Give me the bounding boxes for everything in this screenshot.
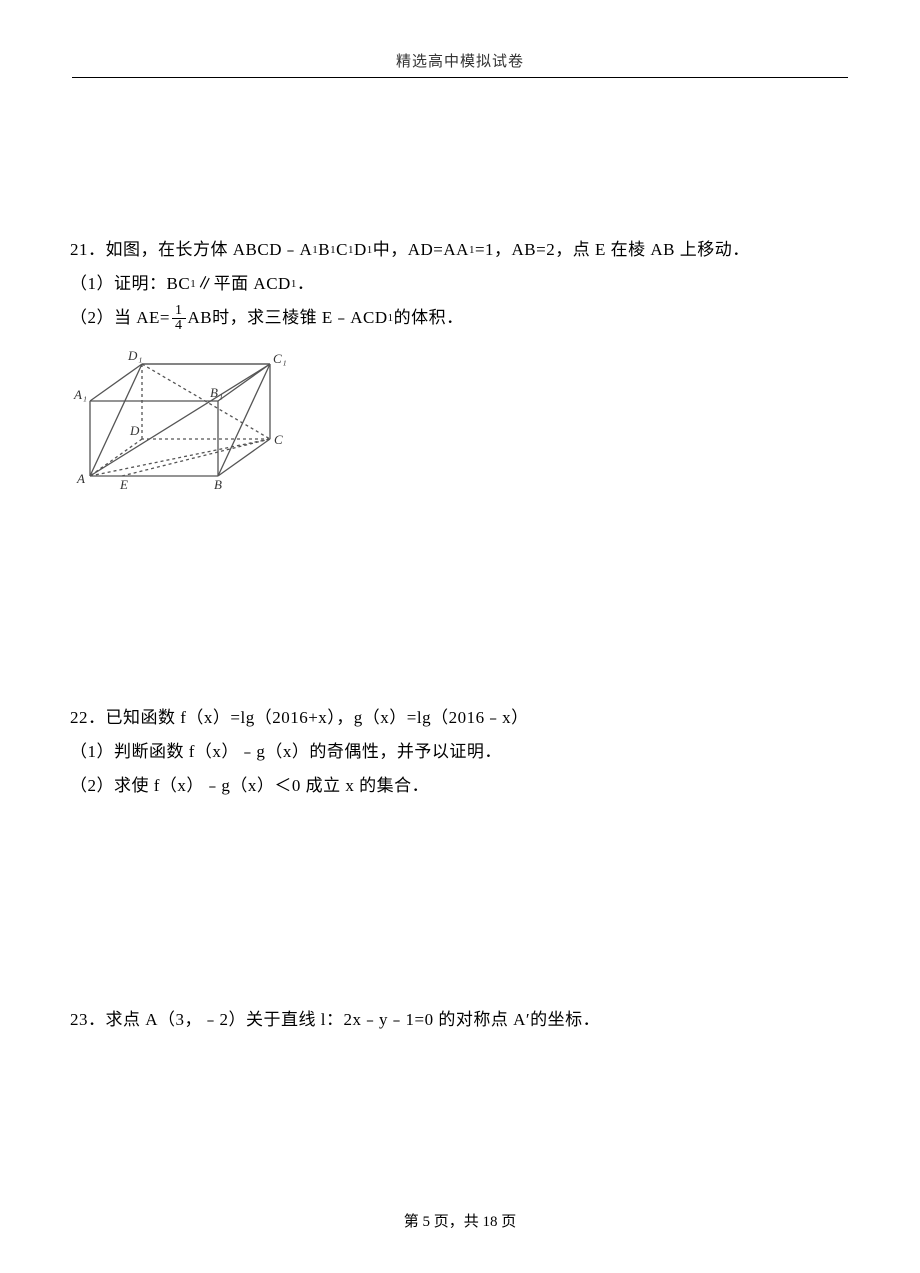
text: C [336, 233, 348, 267]
q21-part1: （1）证明：BC1∥平面 ACD1． [70, 267, 850, 301]
footer-prefix: 第 [404, 1214, 423, 1230]
frac-num: 1 [172, 304, 186, 318]
label-A1: A₁ [73, 387, 87, 402]
label-D1: D₁ [127, 348, 143, 363]
footer-mid: 页，共 [430, 1214, 483, 1230]
text: A [299, 233, 312, 267]
text: （2）求使 f（x）﹣g（x）＜0 成立 x 的集合． [70, 769, 429, 803]
q21-stem: 21．如图，在长方体 ABCD﹣A1B1C1D1 中，AD=AA1=1，AB=2… [70, 233, 850, 267]
header-title: 精选高中模拟试卷 [70, 50, 850, 71]
text: 的体积． [394, 301, 464, 335]
text: （2）当 AE= [70, 301, 170, 335]
label-B: B [214, 477, 222, 489]
text: ACD [350, 301, 387, 335]
q23-stem: 23．求点 A（3，﹣2）关于直线 l：2x﹣y﹣1=0 的对称点 A′的坐标． [70, 1003, 850, 1037]
fraction: 1 4 [172, 304, 186, 333]
text: 中，AD=AA [373, 233, 469, 267]
label-E: E [119, 477, 128, 489]
page-footer: 第 5 页，共 18 页 [0, 1210, 920, 1231]
problem-21: 21．如图，在长方体 ABCD﹣A1B1C1D1 中，AD=AA1=1，AB=2… [70, 233, 850, 501]
footer-suffix: 页 [498, 1214, 517, 1230]
text: （1）判断函数 f（x）﹣g（x）的奇偶性，并予以证明． [70, 735, 502, 769]
text: D [354, 233, 367, 267]
q21-diagram: A E B C D A₁ B₁ C₁ D₁ [70, 341, 850, 501]
q22-num: 22 [70, 701, 88, 735]
text: =1，AB=2，点 E 在棱 AB 上移动． [475, 233, 750, 267]
footer-total: 18 [483, 1214, 498, 1230]
label-D: D [129, 423, 140, 438]
problem-22: 22．已知函数 f（x）=lg（2016+x），g（x）=lg（2016﹣x） … [70, 701, 850, 803]
text: ﹣ [282, 233, 300, 267]
q22-part2: （2）求使 f（x）﹣g（x）＜0 成立 x 的集合． [70, 769, 850, 803]
label-B1: B₁ [210, 385, 223, 400]
q22-part1: （1）判断函数 f（x）﹣g（x）的奇偶性，并予以证明． [70, 735, 850, 769]
q23-num: 23 [70, 1003, 88, 1037]
text: AB时，求三棱锥 E [188, 301, 333, 335]
frac-den: 4 [172, 318, 186, 333]
label-C: C [274, 432, 283, 447]
q21-part2: （2）当 AE= 1 4 AB时，求三棱锥 E﹣ACD 1 的体积． [70, 301, 850, 335]
q21-num: 21 [70, 233, 88, 267]
text: ﹣ [333, 301, 351, 335]
text: B [318, 233, 330, 267]
text: ． [297, 267, 315, 301]
label-A: A [76, 471, 85, 486]
q22-stem: 22．已知函数 f（x）=lg（2016+x），g（x）=lg（2016﹣x） [70, 701, 850, 735]
cuboid-svg: A E B C D A₁ B₁ C₁ D₁ [70, 341, 290, 489]
content-area: 21．如图，在长方体 ABCD﹣A1B1C1D1 中，AD=AA1=1，AB=2… [70, 78, 850, 1037]
label-C1: C₁ [273, 351, 287, 366]
text: ．如图，在长方体 ABCD [88, 233, 282, 267]
problem-23: 23．求点 A（3，﹣2）关于直线 l：2x﹣y﹣1=0 的对称点 A′的坐标． [70, 1003, 850, 1037]
text: （1）证明：BC [70, 267, 190, 301]
text: ．已知函数 f（x）=lg（2016+x），g（x）=lg（2016﹣x） [88, 701, 529, 735]
text: ∥平面 ACD [196, 267, 291, 301]
footer-page: 5 [422, 1214, 430, 1230]
text: ．求点 A（3，﹣2）关于直线 l：2x﹣y﹣1=0 的对称点 A′的坐标． [88, 1003, 600, 1037]
